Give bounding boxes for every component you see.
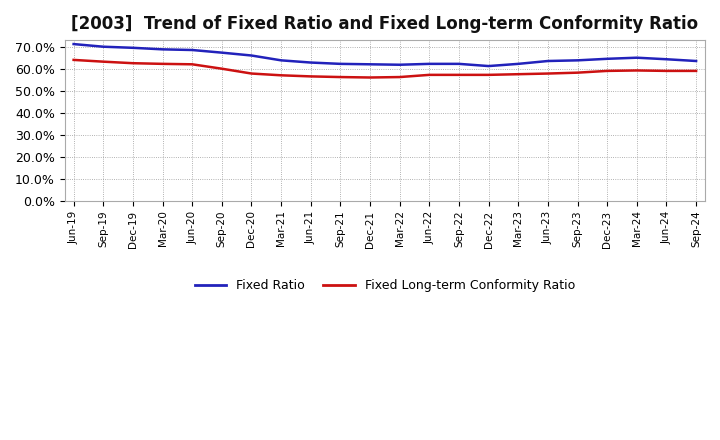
Fixed Ratio [307, 60, 315, 65]
Fixed Long-term Conformity Ratio [603, 68, 611, 73]
Fixed Long-term Conformity Ratio [129, 61, 138, 66]
Fixed Ratio [485, 63, 493, 69]
Fixed Long-term Conformity Ratio [217, 66, 226, 71]
Fixed Ratio [247, 53, 256, 58]
Fixed Long-term Conformity Ratio [425, 72, 433, 77]
Fixed Long-term Conformity Ratio [307, 74, 315, 79]
Title: [2003]  Trend of Fixed Ratio and Fixed Long-term Conformity Ratio: [2003] Trend of Fixed Ratio and Fixed Lo… [71, 15, 698, 33]
Fixed Long-term Conformity Ratio [692, 68, 701, 73]
Fixed Ratio [544, 59, 552, 64]
Fixed Ratio [632, 55, 641, 60]
Fixed Long-term Conformity Ratio [99, 59, 107, 64]
Fixed Ratio [188, 48, 197, 53]
Legend: Fixed Ratio, Fixed Long-term Conformity Ratio: Fixed Ratio, Fixed Long-term Conformity … [190, 274, 580, 297]
Fixed Long-term Conformity Ratio [485, 72, 493, 77]
Fixed Long-term Conformity Ratio [188, 62, 197, 67]
Fixed Ratio [514, 61, 523, 66]
Fixed Long-term Conformity Ratio [632, 68, 641, 73]
Line: Fixed Ratio: Fixed Ratio [73, 44, 696, 66]
Fixed Ratio [99, 44, 107, 49]
Fixed Long-term Conformity Ratio [662, 68, 671, 73]
Fixed Long-term Conformity Ratio [395, 74, 404, 80]
Fixed Ratio [692, 59, 701, 64]
Fixed Ratio [603, 56, 611, 62]
Fixed Ratio [573, 58, 582, 63]
Fixed Ratio [129, 45, 138, 51]
Fixed Ratio [395, 62, 404, 67]
Fixed Long-term Conformity Ratio [336, 74, 345, 80]
Fixed Ratio [425, 61, 433, 66]
Fixed Long-term Conformity Ratio [514, 72, 523, 77]
Fixed Long-term Conformity Ratio [276, 73, 285, 78]
Fixed Ratio [336, 61, 345, 66]
Fixed Long-term Conformity Ratio [544, 71, 552, 76]
Fixed Ratio [662, 57, 671, 62]
Fixed Ratio [276, 58, 285, 63]
Fixed Long-term Conformity Ratio [158, 61, 167, 66]
Line: Fixed Long-term Conformity Ratio: Fixed Long-term Conformity Ratio [73, 60, 696, 77]
Fixed Ratio [69, 41, 78, 47]
Fixed Long-term Conformity Ratio [366, 75, 374, 80]
Fixed Ratio [454, 61, 463, 66]
Fixed Long-term Conformity Ratio [573, 70, 582, 75]
Fixed Ratio [366, 62, 374, 67]
Fixed Ratio [217, 50, 226, 55]
Fixed Long-term Conformity Ratio [247, 71, 256, 76]
Fixed Long-term Conformity Ratio [69, 57, 78, 62]
Fixed Ratio [158, 47, 167, 52]
Fixed Long-term Conformity Ratio [454, 72, 463, 77]
